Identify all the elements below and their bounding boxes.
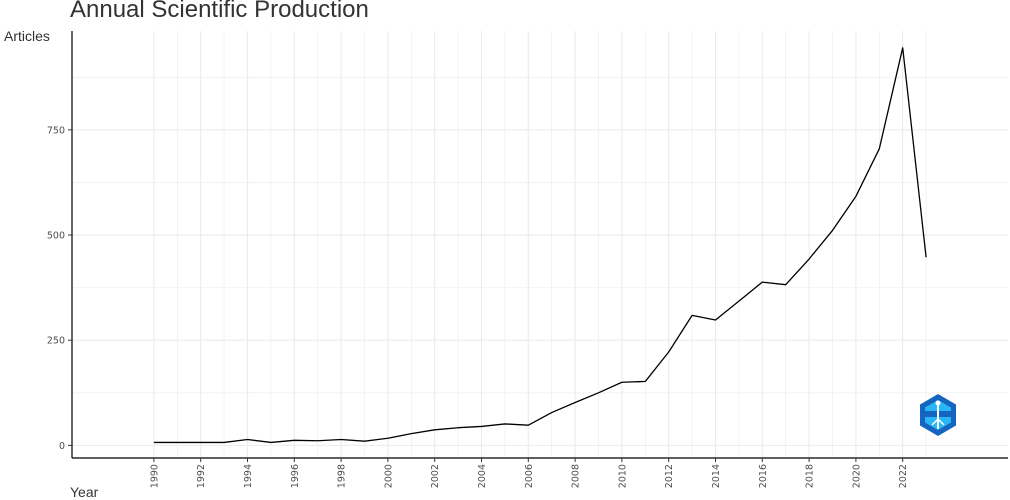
x-ticks: 1990 1992 1994 1996 1998 2000 2002 2004 2006 2008… (149, 458, 909, 488)
chart-title: Annual Scientific Production (70, 0, 369, 23)
y-tick-label: 750 (47, 125, 65, 136)
series-group (153, 47, 927, 444)
x-tick-label: 2006 (524, 464, 535, 488)
y-tick-label: 500 (47, 231, 65, 242)
x-tick-label: 2000 (383, 464, 394, 488)
logo-branch-left (931, 418, 939, 426)
x-tick-label: 2020 (851, 464, 862, 488)
x-tick-label: 1992 (196, 464, 207, 488)
x-tick-label: 1998 (337, 464, 348, 488)
x-tick-label: 1990 (149, 464, 160, 488)
x-tick-label: 1996 (290, 464, 301, 488)
y-ticks: 0 250 500 750 (47, 125, 72, 452)
x-axis-label: Year (70, 484, 99, 500)
x-tick-label: 2004 (477, 464, 488, 488)
x-tick-label: 2012 (664, 464, 675, 488)
x-tick-label: 2010 (617, 464, 628, 488)
y-tick-label: 250 (47, 336, 65, 347)
logo-node (935, 400, 941, 406)
x-tick-label: 2016 (758, 464, 769, 488)
logo-branch-right (937, 418, 945, 426)
x-tick-label: 2008 (571, 464, 582, 488)
x-tick-label: 2014 (711, 464, 722, 488)
x-tick-label: 2018 (805, 464, 816, 488)
series-line-0 (153, 47, 927, 444)
y-axis-label: Articles (4, 28, 50, 44)
x-tick-label: 2002 (430, 464, 441, 488)
bibliometrix-logo (920, 394, 956, 436)
x-tick-label: 1994 (243, 464, 254, 488)
grid-minor (72, 31, 1008, 458)
y-tick-label: 0 (59, 441, 65, 452)
x-tick-label: 2022 (898, 464, 909, 488)
grid-major (72, 31, 1008, 458)
